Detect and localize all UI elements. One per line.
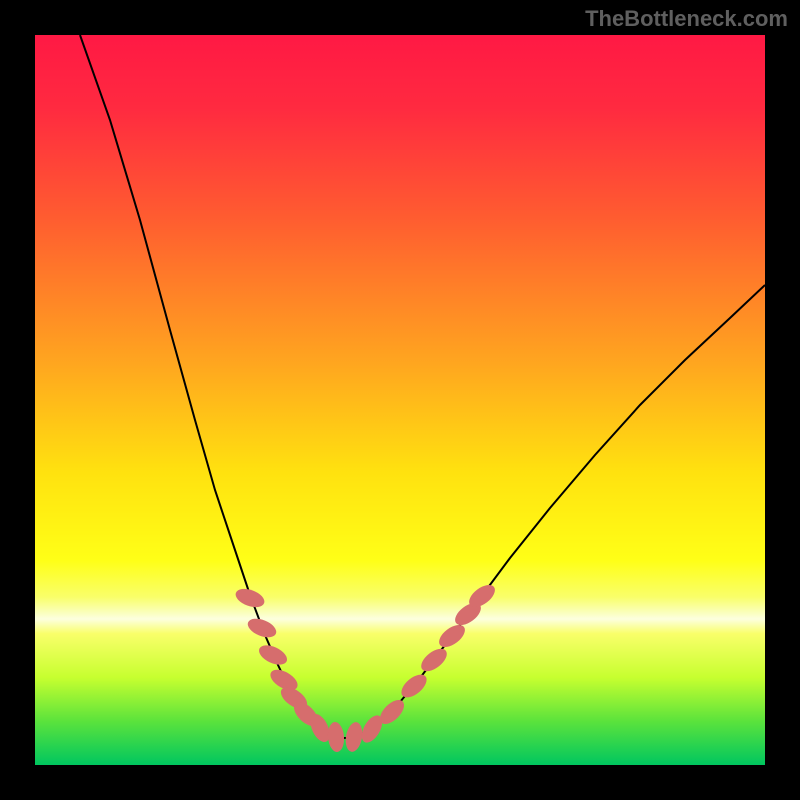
bottleneck-curve	[35, 35, 765, 765]
plot-area	[35, 35, 765, 765]
curve-polyline	[80, 35, 765, 738]
watermark-text: TheBottleneck.com	[585, 6, 788, 32]
